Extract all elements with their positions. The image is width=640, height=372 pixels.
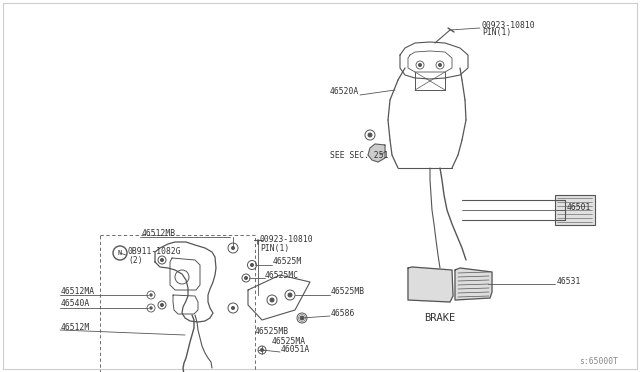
Text: 46531: 46531 xyxy=(557,276,581,285)
Text: PIN(1): PIN(1) xyxy=(482,29,511,38)
Text: BRAKE: BRAKE xyxy=(424,313,456,323)
Polygon shape xyxy=(408,267,453,302)
Circle shape xyxy=(150,307,152,309)
Text: 46512MB: 46512MB xyxy=(142,228,176,237)
Circle shape xyxy=(288,293,292,297)
Text: 46501: 46501 xyxy=(567,202,591,212)
Circle shape xyxy=(270,298,274,302)
Text: 46512MA: 46512MA xyxy=(61,286,95,295)
Circle shape xyxy=(419,64,422,67)
Circle shape xyxy=(232,307,234,310)
Circle shape xyxy=(244,276,248,279)
Text: SEE SEC. 251: SEE SEC. 251 xyxy=(330,151,388,160)
Circle shape xyxy=(300,316,304,320)
Circle shape xyxy=(150,294,152,296)
Circle shape xyxy=(232,247,234,250)
Text: 46525MC: 46525MC xyxy=(265,270,299,279)
Text: 46525MA: 46525MA xyxy=(272,337,306,346)
Circle shape xyxy=(250,263,253,266)
Circle shape xyxy=(438,64,442,67)
Text: 00923-10810: 00923-10810 xyxy=(260,235,314,244)
Text: PIN(1): PIN(1) xyxy=(260,244,289,253)
Text: (2): (2) xyxy=(128,256,143,264)
Text: 46512M: 46512M xyxy=(61,323,90,331)
Circle shape xyxy=(260,349,264,352)
Text: N: N xyxy=(118,250,122,256)
Text: 0B911-1082G: 0B911-1082G xyxy=(128,247,182,257)
Circle shape xyxy=(161,304,163,307)
Polygon shape xyxy=(455,268,492,300)
Text: 46586: 46586 xyxy=(331,308,355,317)
Text: 00923-10810: 00923-10810 xyxy=(482,20,536,29)
Text: 46051A: 46051A xyxy=(281,344,310,353)
Text: 46525MB: 46525MB xyxy=(331,288,365,296)
Circle shape xyxy=(161,259,163,262)
Text: 46525MB: 46525MB xyxy=(255,327,289,337)
Text: 46525M: 46525M xyxy=(273,257,302,266)
FancyBboxPatch shape xyxy=(555,195,595,225)
Polygon shape xyxy=(368,144,385,162)
Text: 46540A: 46540A xyxy=(61,299,90,308)
Text: s:65000T: s:65000T xyxy=(579,357,618,366)
Circle shape xyxy=(368,133,372,137)
Text: 46520A: 46520A xyxy=(330,87,359,96)
